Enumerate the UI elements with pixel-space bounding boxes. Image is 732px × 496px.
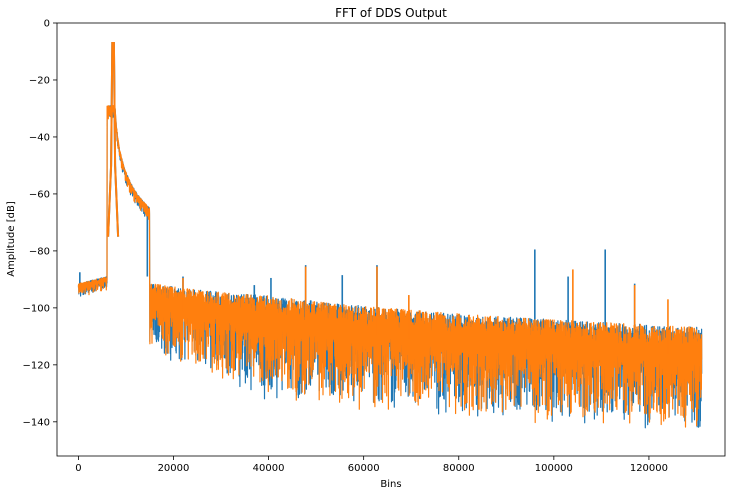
x-tick-label: 0 <box>75 463 81 474</box>
y-tick-label: −100 <box>23 303 50 314</box>
plot-frame <box>56 22 726 457</box>
y-tick-label: 0 <box>44 19 50 30</box>
x-tick-label: 120000 <box>630 463 668 474</box>
chart-title: FFT of DDS Output <box>335 6 447 20</box>
x-tick-label: 80000 <box>443 463 475 474</box>
y-axis-label: Amplitude [dB] <box>6 201 17 277</box>
y-tick-label: −40 <box>29 132 50 143</box>
y-tick-label: −80 <box>29 246 50 257</box>
x-tick-label: 60000 <box>348 463 380 474</box>
x-axis: 0 20000 40000 60000 80000 100000 120000 <box>75 456 668 474</box>
carrier-peak-2 <box>107 41 120 237</box>
y-tick-label: −140 <box>23 417 50 428</box>
series-layer <box>77 41 703 429</box>
y-tick-label: −20 <box>29 75 50 86</box>
y-tick-label: −120 <box>23 360 50 371</box>
x-axis-label: Bins <box>380 479 401 490</box>
x-tick-label: 40000 <box>253 463 285 474</box>
y-axis: 0 −20 −40 −60 −80 −100 −120 −140 <box>23 19 57 428</box>
x-tick-label: 20000 <box>158 463 190 474</box>
series-line-2 <box>77 105 703 428</box>
x-tick-label: 100000 <box>535 463 573 474</box>
y-tick-label: −60 <box>29 189 50 200</box>
